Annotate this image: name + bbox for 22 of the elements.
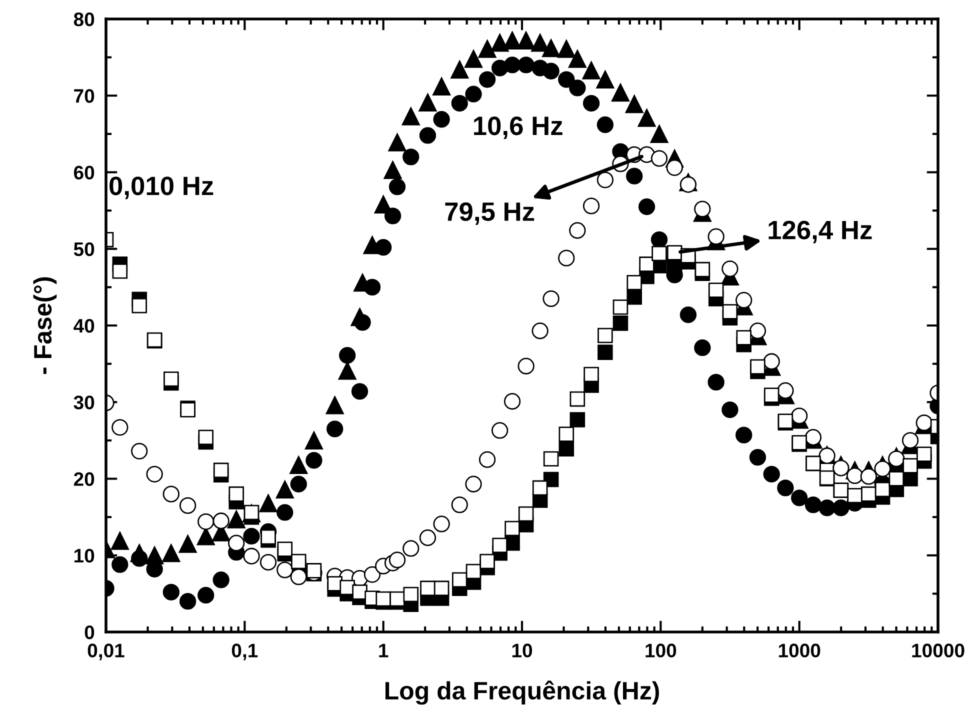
annotation: 79,5 Hz (445, 202, 534, 225)
y-tick-label: 70 (74, 89, 94, 103)
y-tick-label: 60 (74, 166, 94, 180)
x-axis-title: Log da Frequência (Hz) (385, 680, 659, 705)
y-tick-label: 10 (74, 548, 94, 563)
x-tick-label: 1000 (778, 644, 820, 658)
x-tick-label: 10000 (912, 644, 964, 658)
annotation: 126,4 Hz (768, 220, 872, 244)
annotation: 10,6 Hz (474, 116, 562, 140)
y-tick-label: 20 (74, 472, 94, 486)
y-tick-label: 30 (74, 396, 94, 410)
y-axis-title: - Fase(°) (33, 277, 57, 374)
y-tick-label: 0 (84, 625, 94, 640)
x-tick-label: 1 (379, 644, 388, 658)
annotation: 0,010 Hz (110, 176, 214, 200)
x-tick-label: 0,01 (88, 644, 124, 660)
y-tick-label: 80 (74, 12, 94, 26)
y-tick-label: 40 (74, 318, 94, 333)
x-tick-label: 10 (512, 644, 532, 658)
y-tick-label: 50 (74, 242, 94, 256)
x-tick-label: 0,1 (232, 644, 258, 660)
x-tick-label: 100 (646, 644, 676, 658)
